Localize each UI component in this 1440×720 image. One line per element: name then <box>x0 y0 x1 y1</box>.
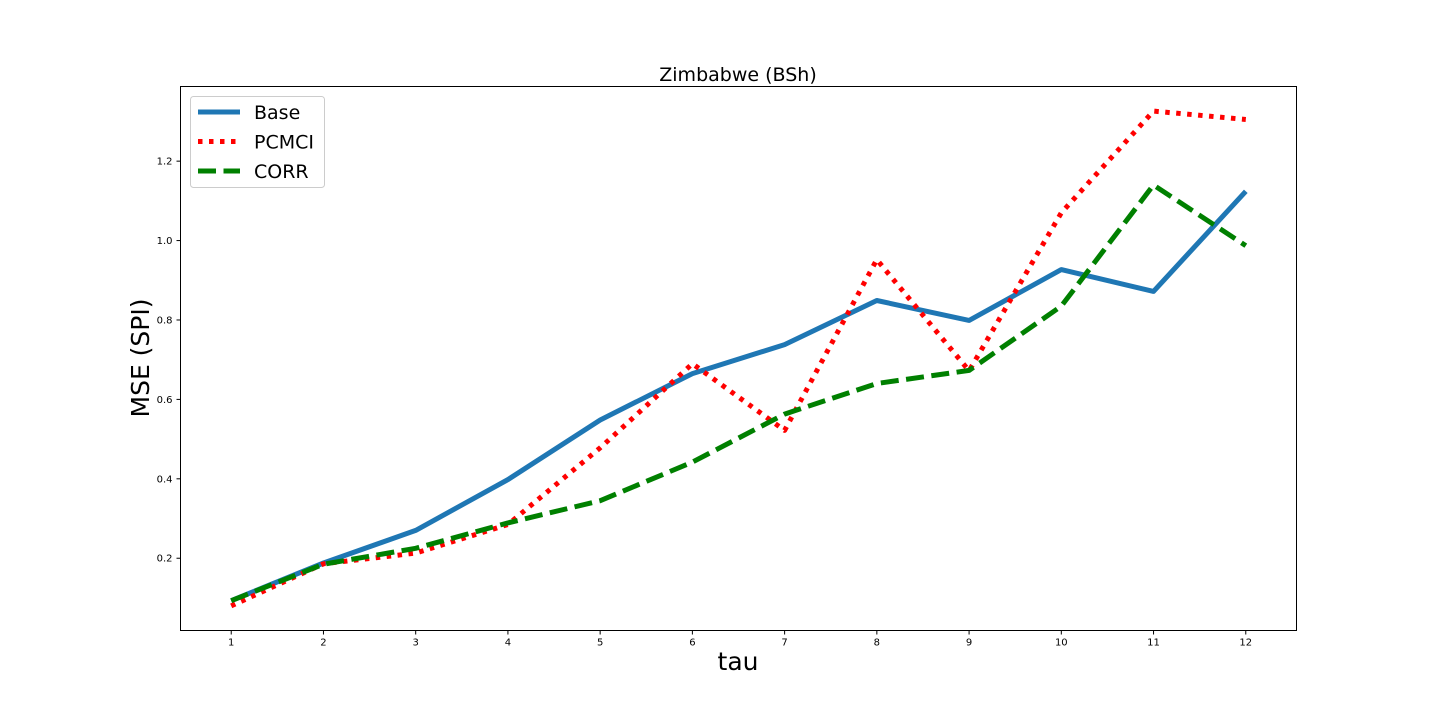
y-axis-label: MSE (SPI) <box>126 298 155 417</box>
y-tick-label: 0.4 <box>157 474 173 485</box>
plot-frame <box>180 86 1297 631</box>
x-tick-label: 7 <box>781 638 787 649</box>
series-line-base <box>230 189 1248 604</box>
x-tick-label: 10 <box>1055 638 1068 649</box>
chart-title: Zimbabwe (BSh) <box>659 64 816 86</box>
y-axis: 0.2 0.4 0.6 0.8 1.0 1.2 <box>157 157 181 565</box>
y-tick-label: 1.2 <box>157 157 173 168</box>
legend-label-pcmci: PCMCI <box>254 132 314 154</box>
x-tick-label: 8 <box>874 638 880 649</box>
x-axis: 1 2 3 4 5 6 7 8 9 10 11 12 <box>228 630 1252 649</box>
x-tick-label: 11 <box>1147 638 1160 649</box>
legend-label-base: Base <box>254 102 300 124</box>
series-layer <box>230 108 1248 609</box>
x-tick-label: 1 <box>228 638 234 649</box>
series-line-corr <box>230 182 1248 604</box>
x-tick-label: 3 <box>413 638 419 649</box>
y-tick-label: 0.6 <box>157 395 173 406</box>
x-tick-label: 2 <box>320 638 326 649</box>
legend-label-corr: CORR <box>254 161 309 183</box>
y-tick-label: 1.0 <box>157 236 173 247</box>
x-tick-label: 4 <box>505 638 511 649</box>
x-tick-label: 9 <box>966 638 972 649</box>
y-tick-label: 0.2 <box>157 554 173 565</box>
x-tick-label: 12 <box>1239 638 1252 649</box>
x-axis-label: tau <box>718 647 759 676</box>
y-tick-label: 0.8 <box>157 315 173 326</box>
x-tick-label: 5 <box>597 638 603 649</box>
series-line-pcmci <box>230 108 1247 609</box>
legend: Base PCMCI CORR <box>190 96 325 188</box>
x-tick-label: 6 <box>689 638 695 649</box>
legend-box <box>190 96 325 188</box>
